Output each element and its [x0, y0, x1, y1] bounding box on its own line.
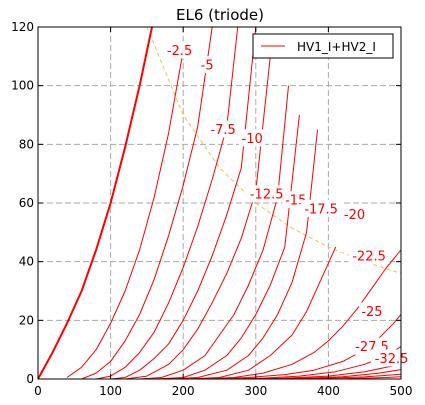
plate-curves [38, 27, 401, 379]
y-tick-label: 100 [11, 79, 34, 93]
y-tick-label: 0 [26, 372, 34, 386]
series-line [168, 129, 318, 379]
x-axis: 0 100 200 300 400 500 [34, 27, 412, 398]
curve-label-text: -5 [201, 59, 214, 74]
curve-label: -7.5 [206, 120, 240, 138]
chart-title: EL6 (triode) [176, 6, 264, 24]
y-tick-label: 20 [19, 313, 34, 327]
curve-label-text: -2.5 [167, 44, 192, 59]
curve-label-text: -22.5 [352, 249, 386, 264]
y-axis: 0 20 40 60 80 100 120 [11, 20, 401, 386]
curve-label-bg [197, 56, 217, 74]
series-line [197, 249, 401, 379]
series-line [110, 27, 257, 379]
curve-label-bg [371, 349, 413, 367]
curve-label: -20 [341, 205, 368, 223]
curve-label-bg [300, 199, 342, 217]
curve-label-text: -12.5 [250, 188, 284, 203]
y-tick-label: 40 [19, 255, 34, 269]
curve-label: -10 [239, 129, 266, 147]
legend: HV1_I+HV2_I [252, 33, 394, 59]
series-line [81, 27, 213, 379]
curve-label-text: -20 [344, 208, 365, 223]
series-line [96, 27, 239, 379]
series-line [154, 114, 300, 379]
curve-label-text: -17.5 [304, 202, 338, 217]
x-tick-label: 400 [317, 384, 340, 398]
dissipation-curve [146, 27, 401, 274]
curve-label: -2.5 [162, 41, 197, 59]
y-tick-label: 60 [19, 196, 34, 210]
x-tick-label: 500 [390, 384, 413, 398]
curve-label-text: -25 [361, 305, 382, 320]
dissipation-line [146, 27, 401, 274]
curve-label-bg [239, 129, 266, 147]
curve-label-text: -32.5 [375, 352, 409, 367]
y-tick-label: 80 [19, 137, 34, 151]
x-tick-label: 100 [99, 384, 122, 398]
series-line [38, 27, 153, 379]
curve-label-bg [162, 41, 197, 59]
series-line [212, 314, 401, 379]
x-tick-label: 200 [172, 384, 195, 398]
curve-label-bg [348, 246, 390, 264]
curve-label-bg [341, 205, 368, 223]
series-line [139, 85, 289, 379]
curve-labels: -2.5-5-7.5-10-12.5 -15-17.5 -20-22.5-25-27… [162, 41, 413, 367]
curve-label-bg [246, 185, 288, 203]
curve-label: -5 [197, 56, 217, 74]
curve-label-text: -10 [242, 132, 263, 147]
series-line [125, 56, 271, 379]
series-line [183, 246, 337, 379]
curve-label: -12.5 [246, 185, 288, 203]
legend-entry: HV1_I+HV2_I [297, 40, 376, 54]
curve-label-bg [206, 120, 240, 138]
curve-label: -17.5 [300, 199, 342, 217]
x-tick-label: 0 [34, 384, 42, 398]
x-tick-label: 300 [244, 384, 267, 398]
curve-label: -22.5 [348, 246, 390, 264]
curve-label: -32.5 [371, 349, 413, 367]
curve-label-text: -7.5 [210, 123, 235, 138]
curve-label-bg [358, 302, 386, 320]
y-tick-label: 120 [11, 20, 34, 34]
curve-label: -25 [358, 302, 386, 320]
series-line [66, 50, 184, 378]
